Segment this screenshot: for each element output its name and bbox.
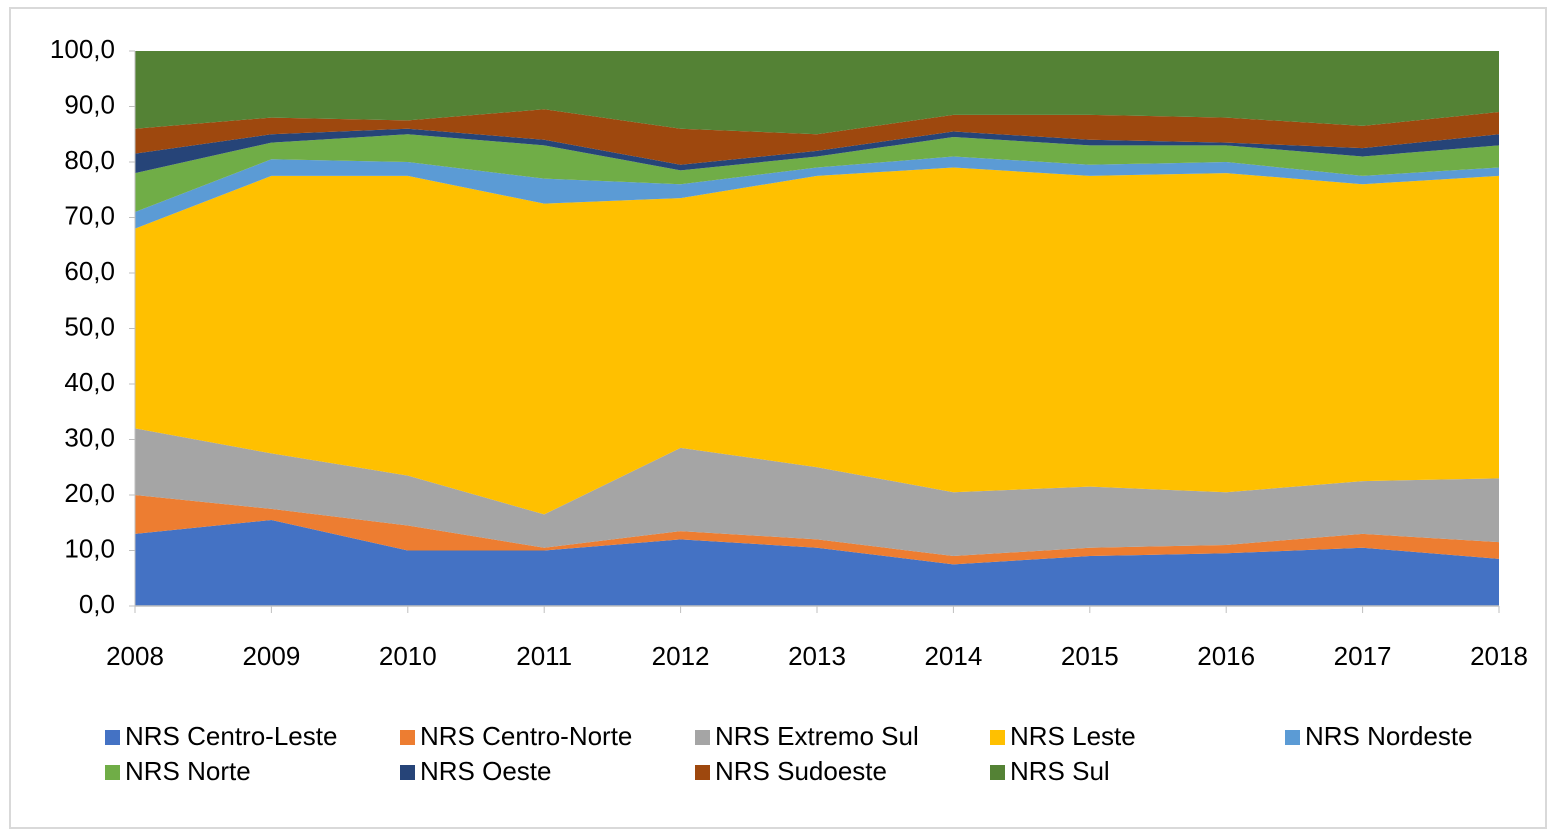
y-tick-label: 90,0 bbox=[64, 89, 115, 119]
legend-label: NRS Sudoeste bbox=[715, 756, 887, 786]
legend-label: NRS Sul bbox=[1010, 756, 1110, 786]
legend-swatch bbox=[990, 765, 1005, 780]
legend-swatch bbox=[105, 730, 120, 745]
y-tick-label: 80,0 bbox=[64, 145, 115, 175]
legend-label: NRS Extremo Sul bbox=[715, 721, 919, 751]
legend-swatch bbox=[695, 730, 710, 745]
legend-label: NRS Leste bbox=[1010, 721, 1136, 751]
area bbox=[135, 519, 1499, 606]
x-tick-label: 2014 bbox=[924, 641, 982, 671]
area bbox=[135, 156, 1499, 229]
legend-label: NRS Centro-Norte bbox=[420, 721, 632, 751]
x-tick-label: 2018 bbox=[1470, 641, 1528, 671]
x-tick-label: 2008 bbox=[106, 641, 164, 671]
legend-swatch bbox=[695, 765, 710, 780]
plot-area bbox=[135, 51, 1499, 606]
area bbox=[135, 51, 1499, 135]
x-tick-label: 2017 bbox=[1334, 641, 1392, 671]
area bbox=[135, 428, 1499, 557]
y-tick-label: 50,0 bbox=[64, 311, 115, 341]
legend-swatch bbox=[400, 730, 415, 745]
legend-label: NRS Oeste bbox=[420, 756, 552, 786]
legend-swatch bbox=[105, 765, 120, 780]
area bbox=[135, 134, 1499, 212]
legend-swatch bbox=[400, 765, 415, 780]
y-tick-label: 0,0 bbox=[79, 589, 115, 619]
x-tick-label: 2009 bbox=[242, 641, 300, 671]
y-tick-label: 10,0 bbox=[64, 533, 115, 563]
x-tick-label: 2016 bbox=[1197, 641, 1255, 671]
legend-label: NRS Nordeste bbox=[1305, 721, 1473, 751]
legend-label: NRS Centro-Leste bbox=[125, 721, 337, 751]
axes: 0,0 10,0 20,0 30,0 40,0 50,0 60,0 70,0 80,0 90,0 1… bbox=[50, 34, 1528, 671]
x-tick-label: 2010 bbox=[379, 641, 437, 671]
y-tick-label: 100,0 bbox=[50, 34, 115, 64]
area bbox=[135, 109, 1499, 165]
x-tick-label: 2011 bbox=[516, 641, 572, 671]
x-tick-label: 2012 bbox=[652, 641, 710, 671]
x-tick-label: 2015 bbox=[1061, 641, 1119, 671]
y-tick-label: 70,0 bbox=[64, 200, 115, 230]
x-tick-label: 2013 bbox=[788, 641, 846, 671]
legend-swatch bbox=[990, 730, 1005, 745]
y-tick-label: 20,0 bbox=[64, 478, 115, 508]
y-tick-label: 40,0 bbox=[64, 367, 115, 397]
legend-swatch bbox=[1285, 730, 1300, 745]
y-tick-label: 30,0 bbox=[64, 422, 115, 452]
y-tick-label: 60,0 bbox=[64, 256, 115, 286]
area bbox=[135, 495, 1499, 565]
legend-label: NRS Norte bbox=[125, 756, 251, 786]
legend: NRS Centro-Leste NRS Centro-Norte NRS Extr… bbox=[105, 721, 1473, 786]
area bbox=[135, 167, 1499, 515]
